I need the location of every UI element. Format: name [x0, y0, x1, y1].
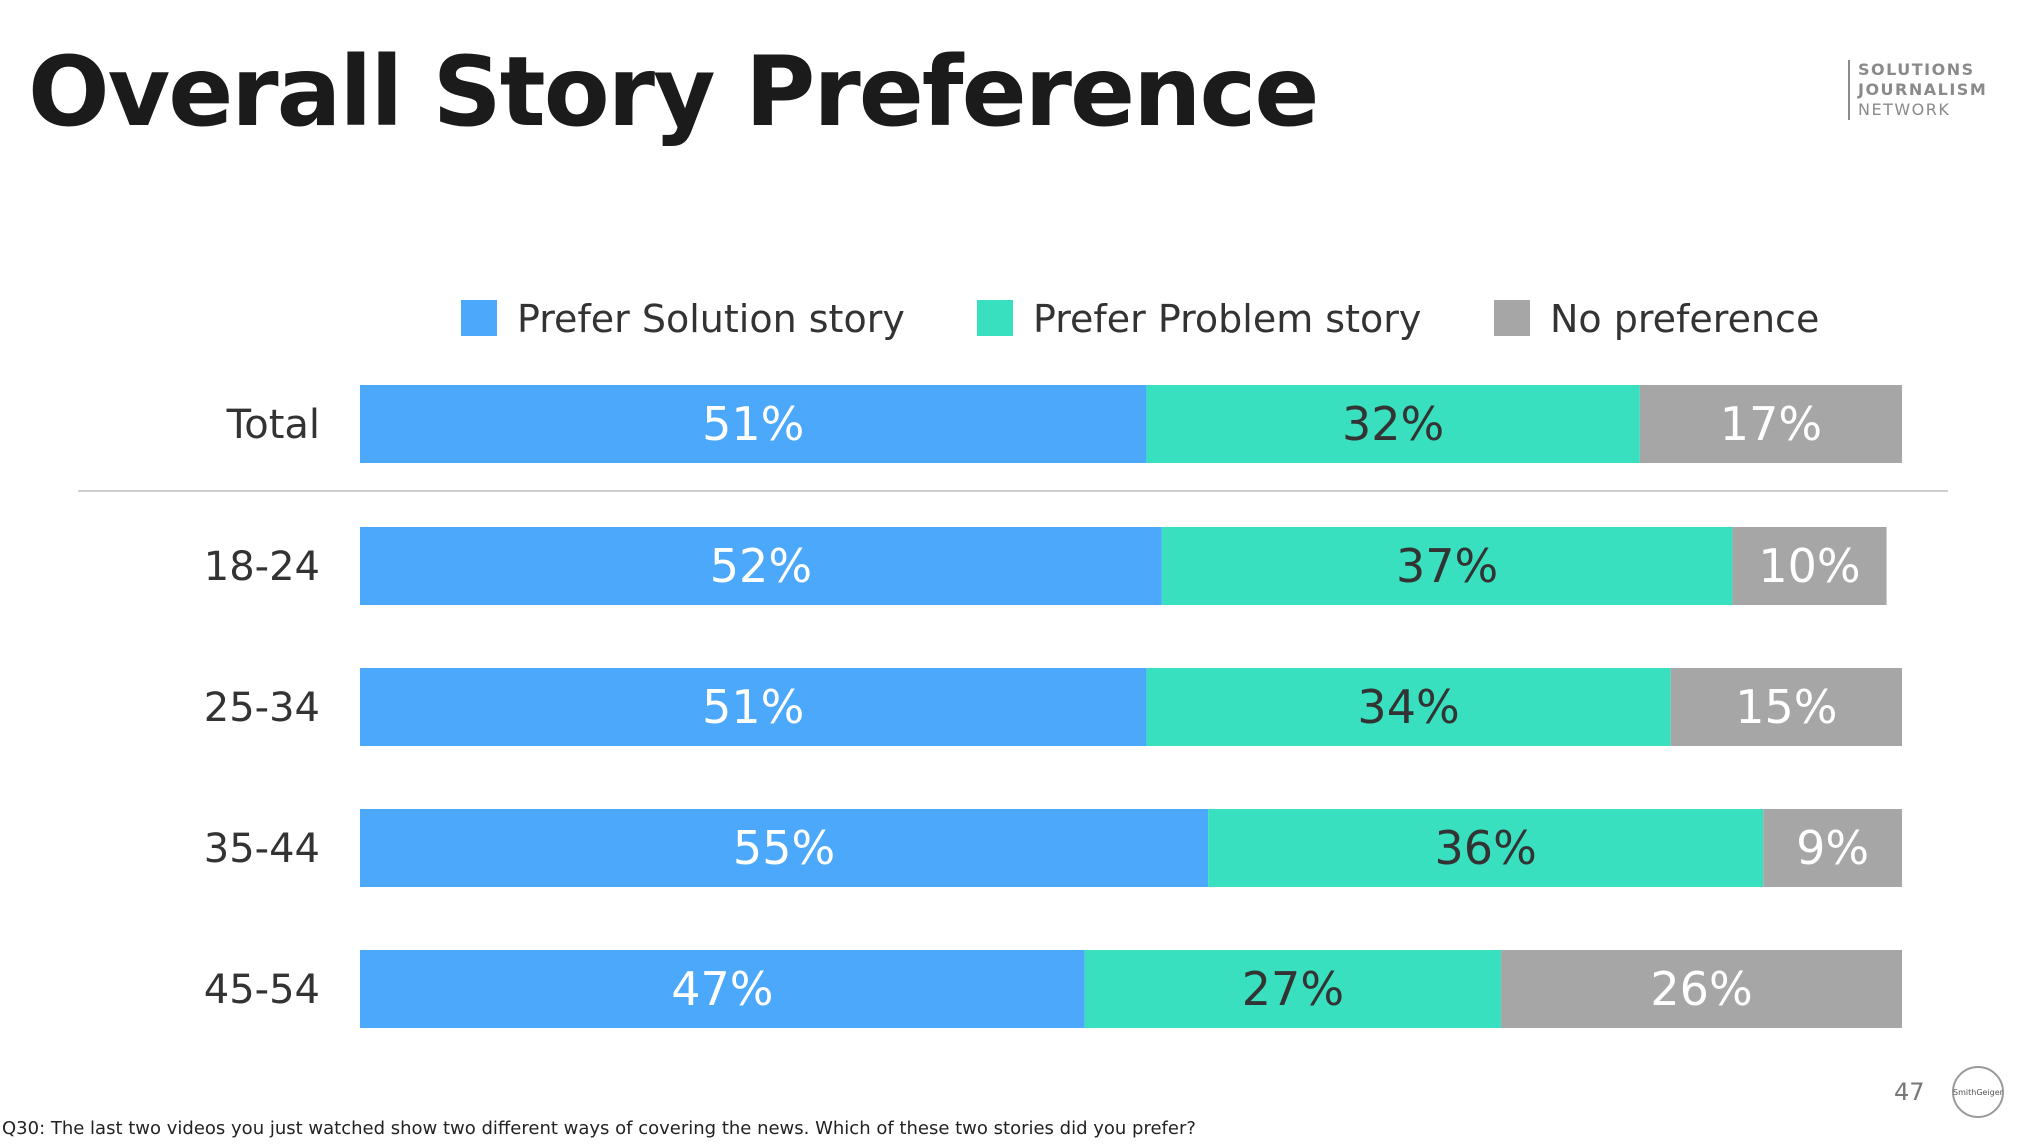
data-label: 9% — [1796, 821, 1869, 875]
bar-segment — [1501, 950, 1902, 1028]
data-label: 10% — [1758, 539, 1860, 593]
slide-title: Overall Story Preference — [28, 36, 1319, 148]
bar-segment — [360, 527, 1162, 605]
data-label: 34% — [1357, 680, 1459, 734]
smithgeiger-logo: SmithGeiger — [1952, 1066, 2004, 1118]
logo-line-2: JOURNALISM — [1858, 80, 1988, 99]
data-label: 37% — [1396, 539, 1498, 593]
bar-segment — [1670, 668, 1902, 746]
row-label: 35-44 — [204, 826, 320, 872]
row-label: 18-24 — [204, 544, 320, 590]
data-label: 27% — [1242, 962, 1344, 1016]
data-label: 36% — [1435, 821, 1537, 875]
data-label: 51% — [702, 397, 804, 451]
data-label: 17% — [1720, 397, 1822, 451]
solutions-journalism-network-logo: SOLUTIONS JOURNALISM NETWORK — [1848, 60, 1987, 120]
logo-line-1: SOLUTIONS — [1858, 60, 1975, 79]
legend-label: Prefer Solution story — [517, 297, 905, 341]
bar-segment — [1146, 668, 1671, 746]
bar-segment — [360, 950, 1085, 1028]
bar-segment — [360, 809, 1209, 887]
bar-segment — [1084, 950, 1502, 1028]
row-label: Total — [226, 402, 320, 448]
data-label: 15% — [1735, 680, 1837, 734]
bar-segment — [1146, 385, 1640, 463]
legend-swatch — [461, 300, 497, 336]
bar-segment — [360, 385, 1147, 463]
page-number: 47 — [1894, 1078, 1925, 1106]
bar-segment — [1732, 527, 1887, 605]
data-label: 51% — [702, 680, 804, 734]
data-label: 26% — [1650, 962, 1752, 1016]
footnote: Q30: The last two videos you just watche… — [2, 1118, 1196, 1139]
legend-swatch — [977, 300, 1013, 336]
legend-label: No preference — [1550, 297, 1819, 341]
row-label: 45-54 — [204, 967, 320, 1013]
bar-segment — [360, 668, 1147, 746]
legend-label: Prefer Problem story — [1033, 297, 1421, 341]
bar-segment — [1208, 809, 1764, 887]
data-label: 47% — [671, 962, 773, 1016]
data-label: 52% — [710, 539, 812, 593]
legend-swatch — [1494, 300, 1530, 336]
data-label: 32% — [1342, 397, 1444, 451]
bar-segment — [1639, 385, 1902, 463]
row-label: 25-34 — [204, 685, 320, 731]
smithgeiger-logo-text: SmithGeiger — [1953, 1087, 2003, 1097]
data-label: 55% — [733, 821, 835, 875]
logo-line-3: NETWORK — [1858, 100, 1951, 119]
bar-segment — [1763, 809, 1902, 887]
bar-segment — [1161, 527, 1733, 605]
